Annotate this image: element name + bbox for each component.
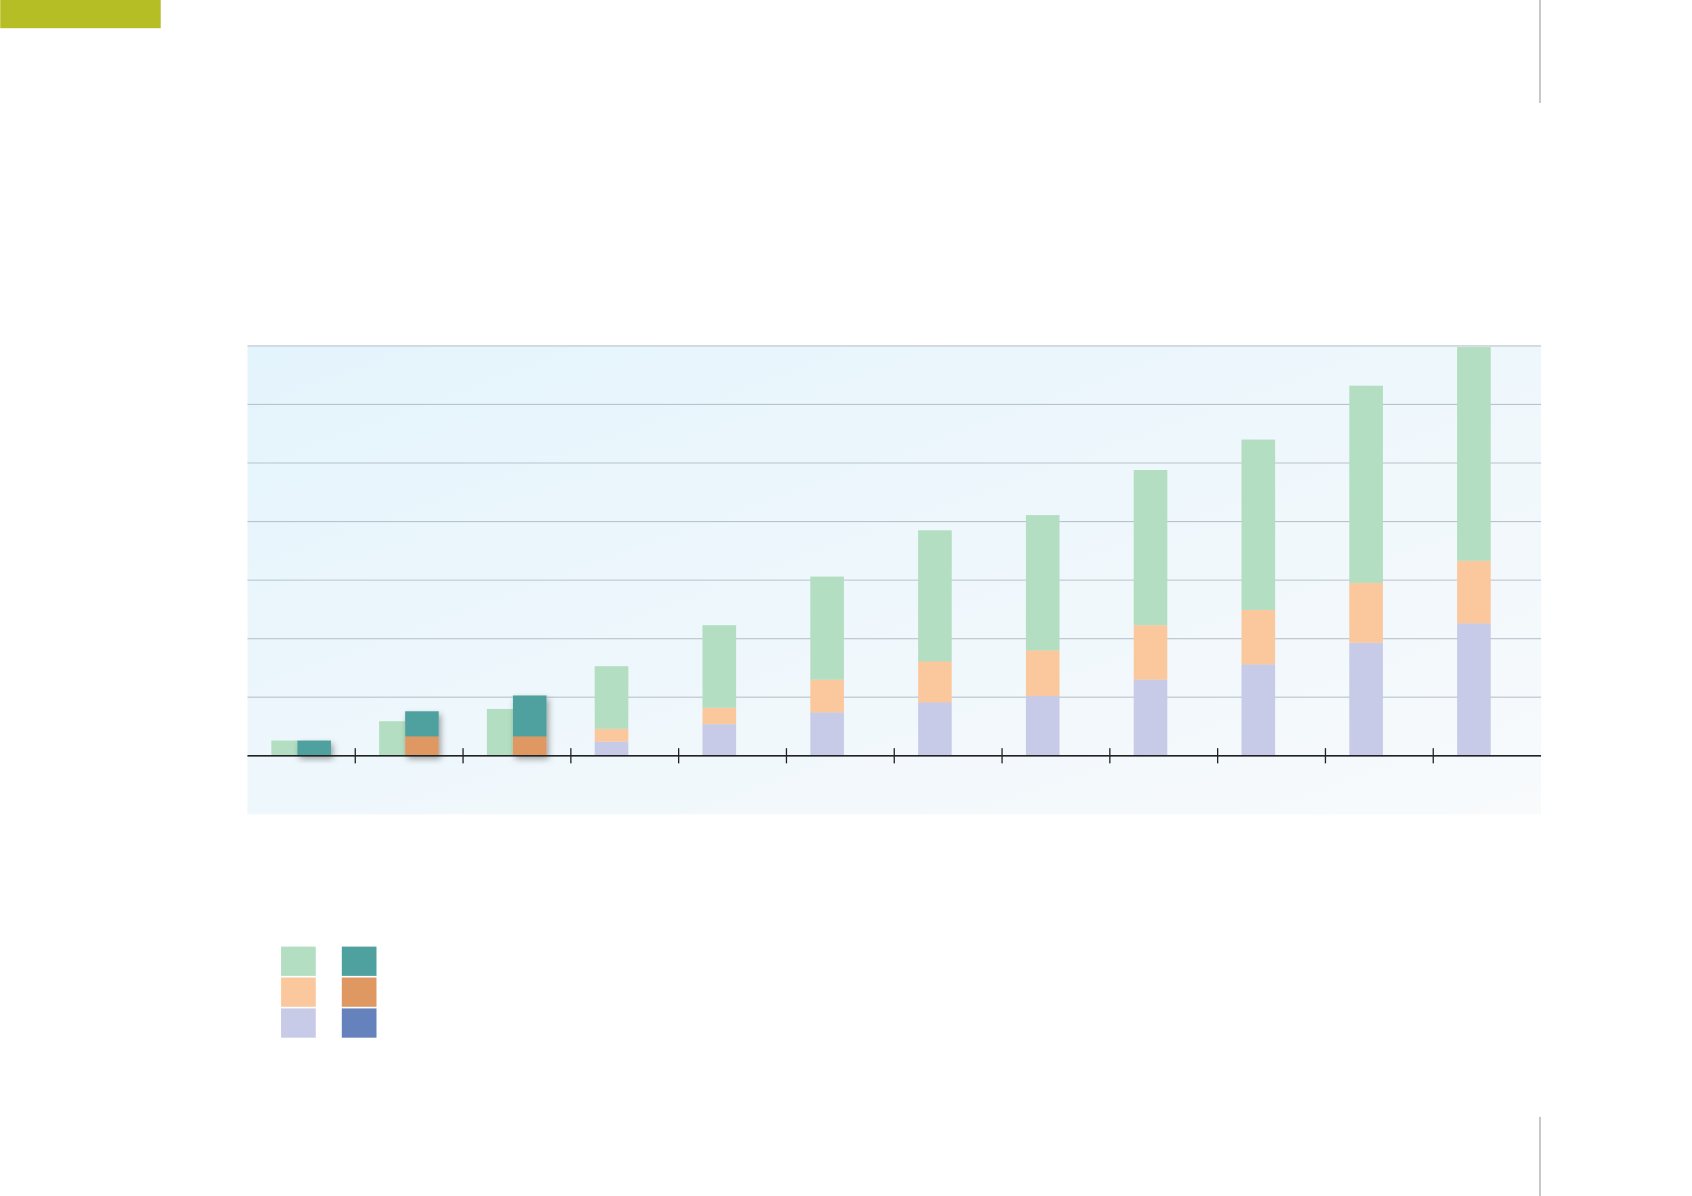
bar-stack [702,625,737,756]
bar-segment [1457,623,1491,756]
bar-segment [594,728,629,742]
bar-segment [379,721,406,756]
bar-segment [1349,385,1383,584]
bar-segment [594,666,629,729]
bar-stack [1457,347,1491,756]
bar-stack [297,740,331,756]
bar-segment [702,625,737,708]
bar-segment [405,736,439,756]
bar-segment [297,740,331,756]
bar-segment [1457,347,1491,561]
bar-segment [810,712,844,756]
bar-segment [405,711,439,737]
bar-segment [1025,650,1060,697]
legend-swatch [341,1008,377,1038]
bar-segment [1241,609,1276,665]
legend-swatch [341,946,377,976]
bar-segment [512,736,547,756]
bar-segment [1457,560,1491,624]
bar-stack [405,711,439,756]
bar-segment [1241,664,1276,756]
legend-swatch [281,946,316,976]
legend-swatch [281,977,316,1007]
bar-segment [1241,439,1276,610]
bar-stack [1241,439,1276,756]
bar-stack [1349,385,1383,756]
bar-segment [702,724,737,756]
bar-segment [918,702,952,756]
bar-segment [512,695,547,737]
bar-segment [1133,679,1168,756]
bar-segment [1133,470,1168,626]
bar-segment [1133,625,1168,680]
bar-segment [918,661,952,703]
legend-swatch [281,1008,316,1038]
bar-segment [1025,515,1060,651]
bar-segment [1025,696,1060,756]
bar-stack [1133,470,1168,756]
bar-segment [271,740,298,756]
bar-segment [810,679,844,713]
bar-stack [594,666,629,756]
bar-segment [702,707,737,725]
bar-segment [594,741,629,756]
bar-stack [1025,515,1060,756]
bar-stack [271,740,298,756]
bar-segment [810,576,844,680]
bar-segment [1349,642,1383,756]
bar-stack [810,576,844,756]
bar-segment [1349,583,1383,643]
header-tab [0,0,161,29]
bar-stack [918,530,952,756]
bar-segment [918,530,952,662]
bar-stack [379,721,406,756]
bar-stack [486,708,513,756]
bar-segment [486,708,513,756]
legend-swatch [341,977,377,1007]
bar-stack [512,695,547,756]
